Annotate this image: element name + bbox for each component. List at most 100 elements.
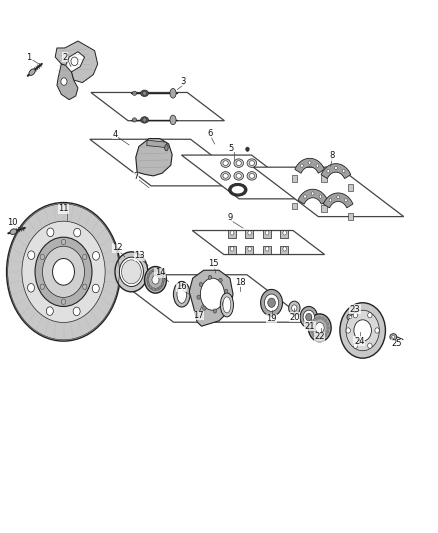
Bar [263,230,271,238]
Ellipse shape [221,159,230,167]
Circle shape [261,289,283,316]
Ellipse shape [390,334,397,340]
Bar [348,184,353,191]
Circle shape [318,316,321,320]
Circle shape [367,312,372,318]
Text: 12: 12 [112,244,123,252]
Circle shape [326,329,329,334]
Ellipse shape [115,252,148,292]
Circle shape [315,322,324,333]
Circle shape [230,247,234,251]
Circle shape [303,310,314,324]
Circle shape [327,169,329,173]
Text: 25: 25 [391,340,402,348]
Ellipse shape [234,159,244,167]
Circle shape [203,306,206,310]
Polygon shape [181,155,309,199]
Circle shape [61,239,66,245]
Text: 11: 11 [58,205,69,213]
Circle shape [265,294,279,311]
Circle shape [346,310,379,351]
Ellipse shape [170,115,176,125]
Circle shape [82,284,87,289]
Ellipse shape [234,172,244,180]
Circle shape [28,284,35,292]
Circle shape [312,333,316,337]
Text: 20: 20 [289,313,300,321]
Circle shape [346,328,350,333]
Ellipse shape [155,269,159,272]
Ellipse shape [223,161,228,165]
Text: 2: 2 [62,53,67,61]
Ellipse shape [141,117,148,123]
Circle shape [46,307,53,316]
Ellipse shape [170,88,176,98]
Circle shape [197,295,200,300]
Circle shape [321,316,325,320]
Ellipse shape [146,277,148,282]
Circle shape [222,302,226,306]
Circle shape [375,328,379,333]
Ellipse shape [165,144,168,151]
Circle shape [248,231,251,235]
Circle shape [92,284,99,293]
Ellipse shape [132,118,137,122]
Bar [321,205,327,212]
Ellipse shape [159,271,162,274]
Text: 14: 14 [155,269,165,277]
Polygon shape [136,139,172,176]
Text: 3: 3 [180,77,186,85]
Circle shape [300,306,318,328]
Ellipse shape [173,281,190,307]
Ellipse shape [223,297,231,313]
Polygon shape [323,193,353,208]
Circle shape [225,289,228,293]
Polygon shape [321,164,351,179]
Circle shape [326,322,329,326]
Circle shape [340,303,385,358]
Circle shape [337,196,339,199]
Polygon shape [192,230,325,255]
Ellipse shape [229,183,247,196]
Circle shape [300,164,303,167]
Polygon shape [55,41,98,83]
Circle shape [329,199,332,202]
Bar [245,246,253,254]
Ellipse shape [149,271,152,274]
Text: 6: 6 [208,129,213,138]
Ellipse shape [155,288,159,290]
Polygon shape [111,274,309,322]
Circle shape [22,221,105,322]
Circle shape [53,259,74,285]
Ellipse shape [247,159,257,167]
Circle shape [321,335,325,340]
Ellipse shape [221,172,230,180]
Text: 17: 17 [193,311,203,320]
Circle shape [324,333,327,337]
Polygon shape [57,64,78,100]
Circle shape [324,319,327,323]
Bar [228,246,236,254]
Circle shape [35,237,92,306]
Circle shape [283,247,286,251]
Circle shape [345,199,347,202]
Text: 5: 5 [229,144,234,152]
Circle shape [318,336,321,340]
Circle shape [319,195,322,198]
Bar [228,230,236,238]
Text: 9: 9 [227,213,233,222]
Text: 23: 23 [350,305,360,313]
Text: 16: 16 [177,282,187,291]
Circle shape [47,228,54,237]
Ellipse shape [121,260,141,284]
Ellipse shape [147,282,150,286]
Ellipse shape [249,161,254,165]
Ellipse shape [236,161,241,165]
Bar [292,175,297,182]
Circle shape [248,247,251,251]
Circle shape [311,192,314,195]
Circle shape [213,309,217,313]
Circle shape [265,231,269,235]
Circle shape [312,319,316,323]
Circle shape [310,329,314,334]
